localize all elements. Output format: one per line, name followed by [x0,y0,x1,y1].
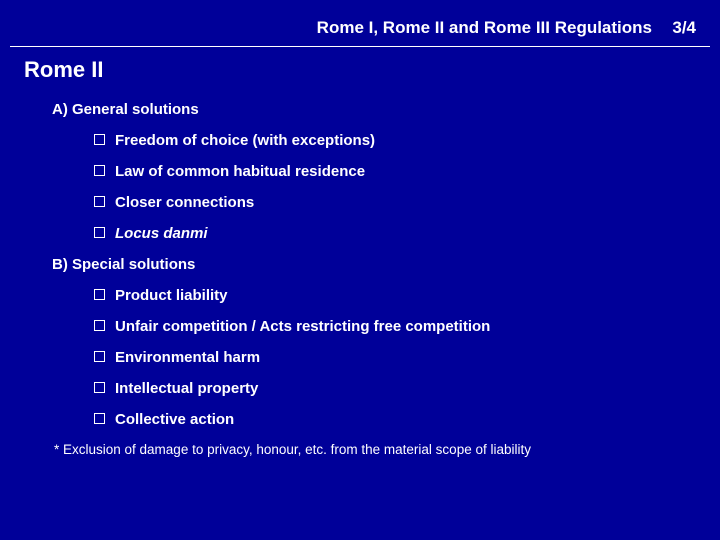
square-bullet-icon [94,351,105,362]
list-item: Freedom of choice (with exceptions) [94,132,696,149]
list-item: Law of common habitual residence [94,163,696,180]
header-title: Rome I, Rome II and Rome III Regulations [24,18,660,38]
list-item: Collective action [94,411,696,428]
list-item-text: Freedom of choice (with exceptions) [115,132,375,149]
square-bullet-icon [94,134,105,145]
list-item-text: Intellectual property [115,380,258,397]
list-item-text: Locus danmi [115,225,208,242]
list-item-text: Environmental harm [115,349,260,366]
square-bullet-icon [94,413,105,424]
footnote: * Exclusion of damage to privacy, honour… [54,442,696,457]
slide-content: Rome II A) General solutions Freedom of … [0,47,720,457]
section-a-label: A) General solutions [52,101,696,118]
list-item: Product liability [94,287,696,304]
square-bullet-icon [94,320,105,331]
list-item-text: Law of common habitual residence [115,163,365,180]
slide-title: Rome II [24,57,696,83]
list-item: Closer connections [94,194,696,211]
list-item-text: Closer connections [115,194,254,211]
square-bullet-icon [94,227,105,238]
page-number: 3/4 [660,18,696,38]
list-item-text: Product liability [115,287,228,304]
section-b-list: Product liability Unfair competition / A… [94,287,696,428]
list-item-text: Unfair competition / Acts restricting fr… [115,318,490,335]
slide-header: Rome I, Rome II and Rome III Regulations… [0,0,720,46]
section-a-list: Freedom of choice (with exceptions) Law … [94,132,696,242]
square-bullet-icon [94,165,105,176]
square-bullet-icon [94,382,105,393]
list-item: Intellectual property [94,380,696,397]
list-item: Locus danmi [94,225,696,242]
list-item-text: Collective action [115,411,234,428]
list-item: Environmental harm [94,349,696,366]
square-bullet-icon [94,289,105,300]
square-bullet-icon [94,196,105,207]
section-b-label: B) Special solutions [52,256,696,273]
list-item: Unfair competition / Acts restricting fr… [94,318,696,335]
